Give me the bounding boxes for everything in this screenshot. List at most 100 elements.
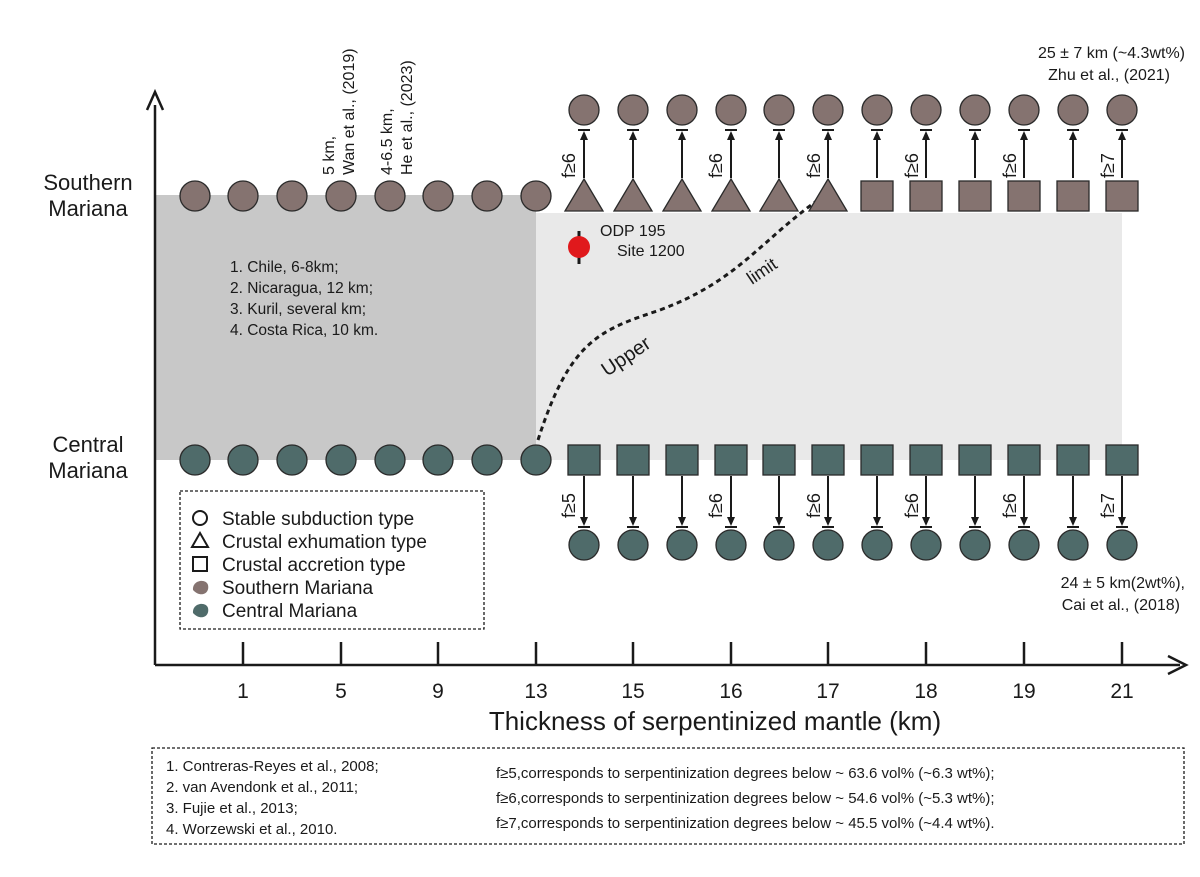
legend-accretion: Crustal accretion type xyxy=(222,555,406,576)
southern-exhumation-triangle xyxy=(758,177,800,212)
central-accretion-square xyxy=(1056,444,1090,476)
down-arrow-head-icon xyxy=(824,517,832,526)
x-tick-label: 15 xyxy=(621,680,644,703)
down-arrow-head-icon xyxy=(1069,517,1077,526)
top-f-label: f≥6 xyxy=(706,153,726,178)
southern-top-circle xyxy=(617,94,649,126)
southern-exhumation-triangle xyxy=(661,177,703,212)
southern-mariana-row xyxy=(179,94,1139,212)
southern-top-circle xyxy=(1106,94,1138,126)
central-bottom-circle xyxy=(1008,529,1040,561)
central-bottom-circle xyxy=(715,529,747,561)
southern-stable-circle xyxy=(179,180,211,212)
region-list-item: 1. Chile, 6-8km; xyxy=(230,259,339,276)
southern-top-circle xyxy=(959,94,991,126)
bottom-f-label: f≥6 xyxy=(1000,493,1020,518)
up-arrow-head-icon xyxy=(1069,131,1077,140)
top-f-label: f≥6 xyxy=(902,153,922,178)
central-stable-circle xyxy=(276,444,308,476)
central-bottom-circle xyxy=(861,529,893,561)
stable-subduction-band xyxy=(155,195,536,460)
reference-item: 4. Worzewski et al., 2010. xyxy=(166,821,337,838)
central-accretion-square xyxy=(567,444,601,476)
top-f-label: f≥6 xyxy=(804,153,824,178)
southern-top-circle xyxy=(910,94,942,126)
x-tick-label: 9 xyxy=(432,680,444,703)
top-f-label: f≥6 xyxy=(559,153,579,178)
central-stable-circle xyxy=(471,444,503,476)
x-tick-label: 21 xyxy=(1110,680,1133,703)
central-accretion-square xyxy=(811,444,845,476)
up-arrow-head-icon xyxy=(727,131,735,140)
up-arrow-head-icon xyxy=(629,131,637,140)
southern-stable-circle xyxy=(227,180,259,212)
central-accretion-square xyxy=(616,444,650,476)
down-arrow-head-icon xyxy=(629,517,637,526)
up-arrow-head-icon xyxy=(1118,131,1126,140)
down-arrow-head-icon xyxy=(678,517,686,526)
central-mariana-row xyxy=(179,444,1139,561)
southern-stable-circle xyxy=(325,180,357,212)
central-mariana-label-1: Central xyxy=(53,432,124,457)
cai-ref-line-2: Cai et al., (2018) xyxy=(1062,597,1180,614)
top-f-label: f≥6 xyxy=(1000,153,1020,178)
f-note: f≥6,corresponds to serpentinization degr… xyxy=(496,790,995,807)
transition-arrows: f≥6 f≥6 f≥6 f≥6 f≥6 f≥7 f≥5 f≥6 f≥6 f≥6 f≥6 f≥7 xyxy=(559,129,1128,528)
southern-accretion-square xyxy=(1056,180,1090,212)
central-bottom-circle xyxy=(1057,529,1089,561)
southern-exhumation-triangle xyxy=(612,177,654,212)
central-accretion-square xyxy=(1105,444,1139,476)
central-accretion-square xyxy=(958,444,992,476)
central-stable-circle xyxy=(325,444,357,476)
down-arrow-head-icon xyxy=(775,517,783,526)
southern-accretion-square xyxy=(909,180,943,212)
legend-box xyxy=(179,490,485,630)
zhu-ref-line-1: 25 ± 7 km (~4.3wt%) xyxy=(1038,45,1185,62)
southern-top-circle xyxy=(666,94,698,126)
central-mariana-symbol-icon xyxy=(192,603,209,618)
region-list-item: 3. Kuril, several km; xyxy=(230,301,366,318)
x-tick-label: 17 xyxy=(816,680,839,703)
bottom-f-label: f≥5 xyxy=(559,493,579,518)
southern-exhumation-triangle xyxy=(710,177,752,212)
bottom-f-label: f≥6 xyxy=(804,493,824,518)
x-axis-arrowhead xyxy=(1167,654,1189,676)
southern-stable-circle xyxy=(520,180,552,212)
wan-ref-line-1: 5 km, xyxy=(321,136,338,175)
southern-top-circle xyxy=(1008,94,1040,126)
down-arrow-head-icon xyxy=(1118,517,1126,526)
southern-exhumation-triangle xyxy=(563,177,605,212)
central-bottom-circle xyxy=(568,529,600,561)
southern-accretion-square xyxy=(958,180,992,212)
southern-top-circle xyxy=(568,94,600,126)
central-accretion-square xyxy=(909,444,943,476)
bottom-f-label: f≥6 xyxy=(706,493,726,518)
central-accretion-square xyxy=(714,444,748,476)
central-bottom-circle xyxy=(617,529,649,561)
down-arrow-head-icon xyxy=(580,517,588,526)
southern-exhumation-triangle xyxy=(807,177,849,212)
down-arrow-head-icon xyxy=(727,517,735,526)
legend-central: Central Mariana xyxy=(222,601,358,622)
x-tick-label: 19 xyxy=(1012,680,1035,703)
f-note: f≥5,corresponds to serpentinization degr… xyxy=(496,765,995,782)
central-stable-circle xyxy=(227,444,259,476)
southern-top-circle xyxy=(1057,94,1089,126)
southern-mariana-label-1: Southern xyxy=(43,170,132,195)
reference-item: 3. Fujie et al., 2013; xyxy=(166,800,298,817)
up-arrow-head-icon xyxy=(678,131,686,140)
central-accretion-square xyxy=(860,444,894,476)
central-accretion-square xyxy=(665,444,699,476)
y-axis-arrowhead xyxy=(145,88,165,111)
odp-site-marker-icon xyxy=(568,236,590,258)
central-accretion-square xyxy=(1007,444,1041,476)
southern-mariana-label-2: Mariana xyxy=(48,196,128,221)
up-arrow-head-icon xyxy=(873,131,881,140)
southern-stable-circle xyxy=(374,180,406,212)
central-bottom-circle xyxy=(812,529,844,561)
southern-accretion-square xyxy=(1105,180,1139,212)
central-bottom-circle xyxy=(666,529,698,561)
x-tick-label: 5 xyxy=(335,680,347,703)
southern-mariana-symbol-icon xyxy=(192,580,209,595)
odp-label-line-2: Site 1200 xyxy=(617,243,685,260)
